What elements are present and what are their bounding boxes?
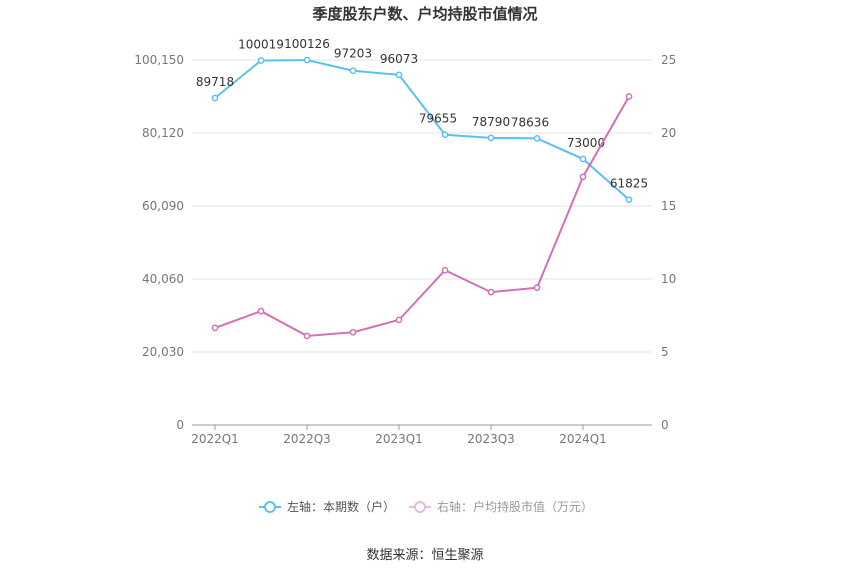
- x-tick-label: 2023Q1: [375, 432, 423, 446]
- left-axis-tick-label: 100,150: [134, 53, 184, 67]
- legend-marker: [414, 501, 426, 513]
- left-axis-tick-label: 60,090: [142, 199, 184, 213]
- right-axis-tick-label: 20: [661, 126, 676, 140]
- left-axis-tick-label: 80,120: [142, 126, 184, 140]
- data-point[interactable]: [441, 131, 449, 139]
- data-label: 89718: [196, 75, 234, 89]
- data-point[interactable]: [303, 56, 311, 64]
- right-axis-tick-label: 5: [661, 345, 669, 359]
- x-tick-label: 2024Q1: [559, 432, 607, 446]
- right-axis-ticks: 0 5 10 15 20 25: [661, 53, 676, 432]
- right-axis-tick-label: 10: [661, 272, 676, 286]
- data-label: 61825: [610, 177, 648, 191]
- x-tick-label: 2022Q1: [191, 432, 239, 446]
- data-point[interactable]: [579, 155, 587, 163]
- data-point[interactable]: [441, 266, 449, 274]
- data-point[interactable]: [579, 173, 587, 181]
- data-label: 79655: [419, 112, 457, 126]
- series-line-1: [214, 96, 630, 337]
- data-point[interactable]: [303, 332, 311, 340]
- right-axis-tick-label: 0: [661, 418, 669, 432]
- data-label: 100019: [238, 37, 284, 51]
- data-label: 73000: [567, 136, 605, 150]
- data-point[interactable]: [487, 134, 495, 142]
- series-line-0: [214, 59, 630, 201]
- left-axis-ticks: 0 20,030 40,060 60,090 80,120 100,150: [134, 53, 184, 432]
- x-tick-label: 2022Q3: [283, 432, 331, 446]
- data-label: 78636: [511, 115, 549, 129]
- data-point[interactable]: [395, 316, 403, 324]
- data-point[interactable]: [395, 71, 403, 79]
- legend[interactable]: 左轴：本期数（户） 右轴：户均持股市值（万元）: [259, 499, 593, 514]
- right-axis-tick-label: 25: [661, 53, 676, 67]
- data-label: 78790: [472, 115, 510, 129]
- source-note: 数据来源：恒生聚源: [366, 548, 483, 563]
- data-point[interactable]: [533, 284, 541, 292]
- right-axis-tick-label: 15: [661, 199, 676, 213]
- x-axis: 2022Q1 2022Q3 2023Q1 2023Q3 2024Q1: [191, 424, 652, 446]
- left-axis-tick-label: 0: [176, 418, 184, 432]
- data-label: 97203: [334, 47, 372, 61]
- data-point[interactable]: [533, 135, 541, 142]
- data-point[interactable]: [257, 307, 265, 315]
- legend-label: 右轴：户均持股市值（万元）: [437, 499, 593, 514]
- chart-title: 季度股东户数、户均持股市值情况: [312, 5, 537, 23]
- data-label: 100126: [284, 37, 330, 51]
- legend-marker: [264, 501, 276, 513]
- data-point[interactable]: [487, 288, 495, 296]
- data-point[interactable]: [257, 57, 265, 64]
- left-axis-tick-label: 20,030: [142, 345, 184, 359]
- legend-item-1[interactable]: 右轴：户均持股市值（万元）: [409, 499, 593, 514]
- legend-item-0[interactable]: 左轴：本期数（户）: [259, 499, 395, 514]
- legend-label: 左轴：本期数（户）: [287, 499, 395, 514]
- data-point[interactable]: [625, 196, 633, 204]
- data-point[interactable]: [211, 94, 219, 102]
- data-point[interactable]: [349, 67, 357, 75]
- data-point[interactable]: [625, 93, 633, 100]
- data-label: 96073: [380, 52, 418, 66]
- series-layer: 89718 100019 100126 97203 96073 79655 78790 786…: [196, 37, 648, 340]
- data-point[interactable]: [211, 324, 219, 332]
- left-axis-tick-label: 40,060: [142, 272, 184, 286]
- data-point[interactable]: [349, 328, 357, 336]
- x-tick-label: 2023Q3: [467, 432, 515, 446]
